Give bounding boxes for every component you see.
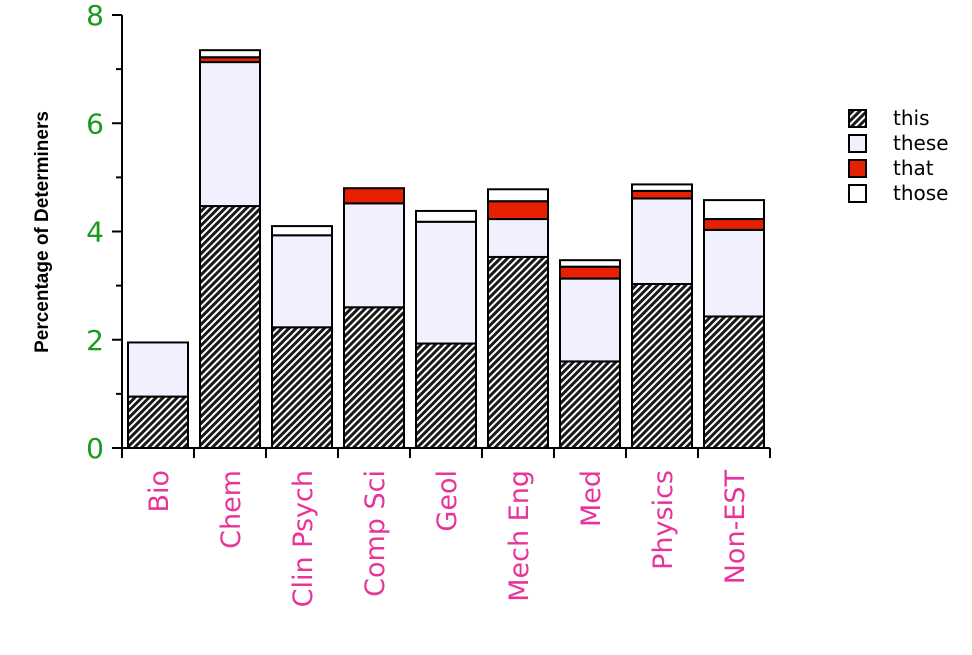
legend-label-that: that xyxy=(893,156,934,180)
bar-segment-that xyxy=(343,187,405,205)
bar-segment-this xyxy=(271,326,333,449)
bar-segment-this xyxy=(703,315,765,449)
bar-segment-these xyxy=(703,228,765,318)
bar-segment-those xyxy=(703,199,765,221)
legend-label-these: these xyxy=(893,131,949,155)
bar-segment-these xyxy=(487,218,549,258)
bar-segment-this xyxy=(127,395,189,449)
y-tick-label: 6 xyxy=(86,107,104,140)
bar-segment-that xyxy=(631,189,693,200)
legend-swatch-that xyxy=(848,159,867,178)
bar-segment-those xyxy=(631,183,693,192)
bar-segment-that xyxy=(703,218,765,231)
bar-segment-these xyxy=(343,202,405,309)
bar-segment-those xyxy=(199,49,261,59)
x-tick-label: Bio xyxy=(144,470,175,513)
bar-segment-these xyxy=(271,234,333,329)
x-tick-label: Comp Sci xyxy=(360,470,391,597)
bar-segment-this xyxy=(343,306,405,449)
legend-label-those: those xyxy=(893,181,948,205)
x-tick-label: Clin Psych xyxy=(288,470,319,607)
y-tick-label: 2 xyxy=(86,324,104,357)
bar-segment-this xyxy=(487,255,549,449)
bar-segment-this xyxy=(199,205,261,449)
bar-segment-that xyxy=(559,265,621,280)
bar-segment-this xyxy=(415,342,477,450)
x-tick-label: Chem xyxy=(216,470,247,549)
y-tick-label: 8 xyxy=(86,0,104,32)
legend-label-this: this xyxy=(893,106,930,130)
plot-area: 0 2 4 6 8 Bio Chem Clin Psych Comp Sci Geol Mech E… xyxy=(86,0,771,607)
bar-segment-those xyxy=(415,209,477,223)
legend-swatch-those xyxy=(848,184,867,203)
legend-swatch-this xyxy=(848,109,867,128)
bar-segment-that xyxy=(487,200,549,221)
bar-segment-this xyxy=(631,283,693,449)
bar-segment-those xyxy=(271,225,333,237)
x-tick-label: Non-EST xyxy=(720,469,751,584)
x-tick-label: Physics xyxy=(648,470,679,570)
bar-segment-these xyxy=(415,220,477,345)
x-tick-label: Geol xyxy=(432,470,463,532)
bar-segment-these xyxy=(559,277,621,363)
bar-segment-these xyxy=(631,197,693,286)
y-tick-label: 4 xyxy=(86,216,104,249)
y-tick-label: 0 xyxy=(86,432,104,465)
legend-swatch-these xyxy=(848,134,867,153)
x-tick-label: Mech Eng xyxy=(504,470,535,602)
x-tick-label: Med xyxy=(576,470,607,527)
bar-segment-these xyxy=(127,341,189,398)
bar-segment-those xyxy=(559,259,621,268)
bar-segment-those xyxy=(487,188,549,203)
y-axis-label: Percentage of Determiners xyxy=(32,111,53,353)
bar-segment-this xyxy=(559,360,621,449)
bar-segment-these xyxy=(199,61,261,208)
